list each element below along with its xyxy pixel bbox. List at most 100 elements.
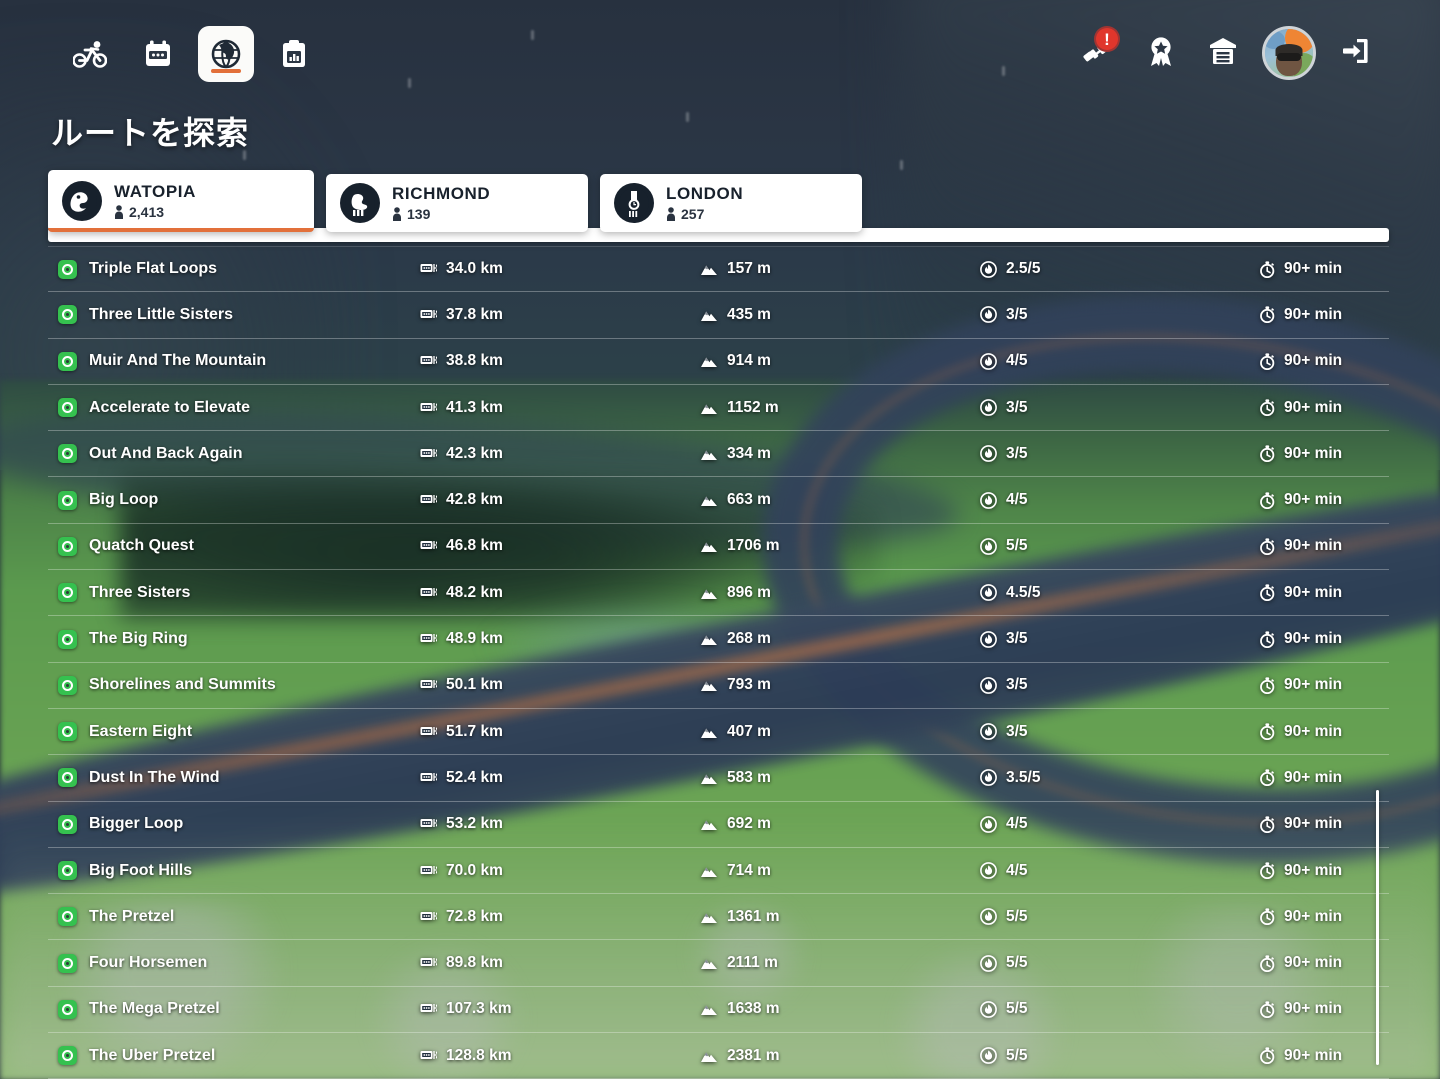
achievements-button[interactable] — [1138, 30, 1184, 76]
table-row[interactable]: The Big Ring 48.9 km — [48, 616, 1389, 663]
table-row[interactable]: The Pretzel 72.8 km — [48, 894, 1389, 941]
route-difficulty-cell: 5/5 — [980, 908, 1260, 926]
route-time-cell: 90+ min — [1260, 815, 1389, 833]
snow-fleck — [686, 112, 689, 122]
nav-item-events[interactable] — [130, 26, 186, 82]
table-row[interactable]: Muir And The Mountain 38.8 km — [48, 339, 1389, 385]
table-row[interactable]: Accelerate to Elevate 41.3 km — [48, 385, 1389, 432]
route-name-cell: Accelerate to Elevate — [48, 398, 420, 418]
world-tab-richmond[interactable]: RICHMOND 139 — [326, 174, 588, 232]
mountain-icon — [700, 354, 718, 368]
route-distance: 128.8 km — [446, 1046, 512, 1064]
route-time-cell: 90+ min — [1260, 352, 1389, 370]
route-time: 90+ min — [1284, 1000, 1343, 1018]
route-difficulty: 3/5 — [1006, 630, 1028, 648]
flame-icon — [980, 630, 997, 648]
nav-item-explore-routes[interactable] — [198, 26, 254, 82]
route-name-cell: Big Loop — [48, 490, 420, 510]
route-distance-cell: 48.9 km — [420, 630, 700, 648]
table-row[interactable]: The Uber Pretzel 128.8 km — [48, 1033, 1389, 1079]
route-name: Accelerate to Elevate — [89, 398, 250, 416]
odometer-icon — [420, 308, 437, 322]
badge-dot — [66, 915, 69, 919]
badge-dot — [66, 1054, 69, 1058]
table-row[interactable]: The Mega Pretzel 107.3 km — [48, 987, 1389, 1034]
route-name: Three Little Sisters — [89, 305, 234, 323]
pairing-alert-badge: ! — [1094, 26, 1120, 52]
badge-dot — [66, 544, 69, 548]
table-row[interactable]: Bigger Loop 53.2 km — [48, 802, 1389, 848]
richmond-crest-icon — [340, 183, 380, 223]
odometer-icon — [420, 1049, 437, 1063]
route-difficulty: 3/5 — [1006, 444, 1028, 462]
route-distance: 48.2 km — [446, 583, 503, 601]
route-level-badge-icon — [58, 722, 77, 742]
route-distance-cell: 41.3 km — [420, 399, 700, 417]
nav-item-training[interactable] — [266, 26, 322, 82]
table-row[interactable]: Big Loop 42.8 km — [48, 477, 1389, 524]
route-elevation-cell: 1152 m — [700, 399, 980, 417]
route-distance-cell: 50.1 km — [420, 676, 700, 694]
route-difficulty-cell: 4.5/5 — [980, 584, 1260, 602]
page-title: ルートを探索 — [51, 115, 250, 151]
badge-dot — [66, 683, 69, 687]
table-row[interactable]: Three Sisters 48.2 km — [48, 570, 1389, 617]
route-time: 90+ min — [1284, 907, 1343, 925]
route-difficulty: 4.5/5 — [1006, 583, 1041, 601]
stopwatch-icon — [1260, 908, 1275, 926]
table-row[interactable]: Triple Flat Loops 34.0 km — [48, 246, 1389, 293]
route-elevation-cell: 714 m — [700, 862, 980, 880]
badge-dot — [66, 406, 69, 410]
route-level-badge-icon — [58, 444, 77, 464]
route-name-cell: Dust In The Wind — [48, 768, 420, 788]
odometer-icon — [420, 864, 437, 878]
route-time: 90+ min — [1284, 305, 1343, 323]
route-level-badge-icon — [58, 999, 77, 1019]
table-row[interactable]: Big Foot Hills 70.0 km — [48, 848, 1389, 895]
calendar-icon — [143, 39, 173, 69]
route-distance: 42.3 km — [446, 444, 503, 462]
snow-fleck — [243, 150, 246, 160]
mountain-icon — [700, 771, 718, 785]
route-difficulty: 5/5 — [1006, 1046, 1028, 1064]
world-tab-watopia[interactable]: WATOPIA 2,413 — [48, 170, 314, 232]
badge-dot — [66, 591, 69, 595]
route-elevation: 692 m — [727, 815, 771, 833]
route-list-scrollbar[interactable] — [1376, 790, 1379, 1065]
route-difficulty: 3/5 — [1006, 676, 1028, 694]
avatar[interactable] — [1262, 26, 1316, 80]
table-row[interactable]: Shorelines and Summits 50.1 km — [48, 663, 1389, 709]
flame-icon — [980, 1047, 997, 1065]
cycling-icon — [73, 40, 107, 68]
route-time: 90+ min — [1284, 537, 1343, 555]
route-name-cell: The Big Ring — [48, 629, 420, 649]
table-row[interactable]: Out And Back Again 42.3 km — [48, 431, 1389, 478]
route-level-badge-icon — [58, 305, 77, 325]
table-row[interactable]: Four Horsemen 89.8 km — [48, 940, 1389, 987]
table-row[interactable]: Eastern Eight 51.7 km — [48, 709, 1389, 756]
route-name-cell: The Mega Pretzel — [48, 999, 420, 1019]
award-ribbon-icon — [1146, 35, 1176, 72]
garage-button[interactable] — [1200, 30, 1246, 76]
table-row[interactable]: Dust In The Wind 52.4 km — [48, 755, 1389, 802]
stopwatch-icon — [1260, 816, 1275, 833]
route-elevation-cell: 1361 m — [700, 908, 980, 926]
route-elevation-cell: 692 m — [700, 815, 980, 833]
stopwatch-icon — [1260, 723, 1275, 741]
route-level-badge-icon — [58, 814, 77, 834]
badge-dot — [66, 776, 69, 780]
table-row[interactable]: Quatch Quest 46.8 km — [48, 524, 1389, 571]
route-distance-cell: 48.2 km — [420, 584, 700, 602]
pairing-button[interactable]: ! — [1076, 26, 1122, 76]
mountain-icon — [700, 493, 718, 507]
world-tab-text: WATOPIA 2,413 — [114, 182, 196, 220]
route-time-cell: 90+ min — [1260, 1047, 1389, 1065]
table-row[interactable]: Three Little Sisters 37.8 km — [48, 292, 1389, 339]
world-tab-london[interactable]: LONDON 257 — [600, 174, 862, 232]
stopwatch-icon — [1260, 584, 1275, 602]
nav-item-ride[interactable] — [62, 26, 118, 82]
route-time-cell: 90+ min — [1260, 491, 1389, 509]
exit-button[interactable] — [1332, 30, 1378, 76]
mountain-icon — [700, 864, 718, 878]
snow-fleck — [1002, 66, 1005, 76]
